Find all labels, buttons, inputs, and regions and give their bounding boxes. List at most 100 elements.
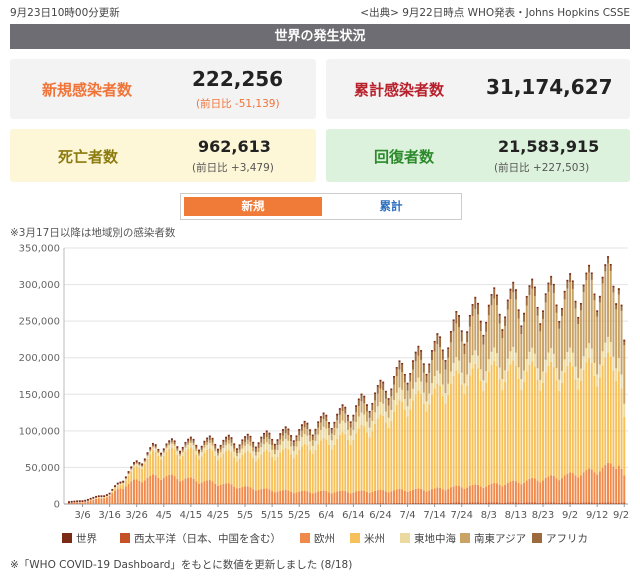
bar-segment-af (566, 281, 569, 289)
bar-segment-sea (406, 390, 409, 407)
bar-segment-world (170, 438, 173, 441)
bar-segment-am (509, 364, 512, 482)
bar-segment-sea (579, 310, 582, 369)
bar-segment-af (149, 448, 152, 451)
bar-segment-wp (214, 503, 217, 504)
bar-segment-sea (379, 388, 382, 402)
bar-segment-eu (542, 480, 544, 503)
bar-segment-am (108, 495, 111, 496)
bar-day (347, 414, 349, 504)
bar-segment-am (607, 352, 609, 463)
bar-segment-am (260, 454, 263, 490)
bar-segment-sea (173, 443, 176, 446)
bar-segment-wp (235, 503, 238, 504)
bar-segment-wp (409, 503, 412, 504)
bar-day (300, 424, 303, 504)
bar-day (588, 264, 591, 504)
bar-segment-eu (347, 492, 349, 504)
bar-segment-am (114, 488, 116, 491)
legend-swatch (300, 533, 310, 543)
bar-day (281, 429, 284, 504)
bar-day (533, 286, 536, 504)
tab-total[interactable]: 累計 (323, 197, 459, 216)
bar-segment-sea (216, 453, 219, 456)
bar-segment-eu (466, 487, 469, 503)
bar-day (81, 500, 84, 504)
bar-segment-sea (536, 315, 539, 369)
bar-segment-wp (330, 503, 333, 504)
bar-segment-wp (463, 502, 466, 504)
bar-segment-am (328, 444, 330, 493)
bar-segment-af (393, 377, 395, 385)
bar-segment-world (168, 440, 171, 443)
bar-segment-wp (149, 503, 152, 504)
bar-segment-af (127, 472, 130, 474)
bar-segment-wp (482, 502, 485, 504)
y-tick-label: 350,000 (19, 244, 60, 255)
bar-segment-world (477, 302, 479, 305)
bar-segment-em (124, 479, 127, 481)
bar-segment-world (238, 444, 241, 447)
bar-segment-world (309, 429, 312, 432)
bar-segment-eu (100, 498, 103, 504)
bar-segment-world (460, 330, 463, 333)
bar-segment-sea (501, 338, 504, 380)
bar-segment-world (458, 315, 461, 317)
bar-segment-world (347, 414, 349, 417)
bar-segment-em (184, 447, 187, 452)
bar-segment-sea (341, 411, 344, 421)
bar-segment-am (585, 362, 588, 471)
bar-segment-wp (387, 503, 390, 504)
bar-segment-af (368, 412, 371, 418)
bar-segment-sea (401, 372, 404, 390)
bar-segment-world (536, 306, 539, 309)
legend-item: 南東アジア (460, 532, 526, 545)
bar-segment-world (138, 462, 141, 464)
bar-segment-wp (284, 503, 287, 504)
bar-segment-sea (393, 384, 395, 400)
bar-segment-af (157, 450, 160, 453)
legend-item: 東地中海 (400, 532, 456, 545)
bar-segment-eu (105, 497, 108, 504)
bar-segment-eu (460, 487, 463, 503)
bar-segment-sea (607, 263, 609, 337)
bar-day (544, 293, 547, 504)
update-line: 9月23日10時00分更新 <出典> 9月22日時点 WHO発表・Johns H… (10, 5, 630, 19)
bar-segment-world (466, 331, 469, 334)
bar-segment-wp (439, 502, 442, 504)
bar-segment-em (544, 359, 547, 373)
bar-segment-eu (360, 490, 363, 504)
bar-segment-sea (466, 342, 469, 375)
bar-segment-af (412, 362, 414, 370)
bar-segment-eu (287, 490, 290, 504)
bar-segment-eu (76, 502, 79, 504)
bar-segment-sea (552, 292, 555, 354)
bar-segment-eu (181, 480, 184, 504)
bar-segment-am (319, 440, 322, 491)
bar-segment-em (225, 445, 228, 452)
bar-segment-wp (420, 502, 423, 504)
bar-segment-em (222, 447, 225, 454)
bar-segment-world (514, 289, 517, 292)
bar-segment-am (222, 453, 225, 484)
bar-segment-af (311, 436, 314, 441)
bar-segment-af (558, 322, 561, 329)
bar-segment-em (257, 451, 260, 459)
bar-segment-world (436, 333, 439, 335)
bar-segment-am (344, 434, 347, 492)
bar-segment-am (403, 410, 406, 491)
bar-segment-em (165, 448, 168, 452)
legend-label: 南東アジア (474, 532, 526, 545)
bar-segment-am (506, 371, 509, 483)
bar-segment-em (211, 445, 214, 451)
bar-segment-world (365, 404, 368, 407)
bar-segment-sea (309, 435, 312, 442)
bar-segment-sea (617, 294, 620, 358)
bar-segment-am (295, 454, 298, 493)
bar-segment-world (409, 373, 412, 375)
bar-segment-eu (92, 499, 95, 504)
tab-new[interactable]: 新規 (184, 197, 322, 216)
bar-segment-em (360, 412, 363, 425)
bar-segment-am (498, 379, 501, 486)
bar-segment-eu (371, 492, 374, 504)
